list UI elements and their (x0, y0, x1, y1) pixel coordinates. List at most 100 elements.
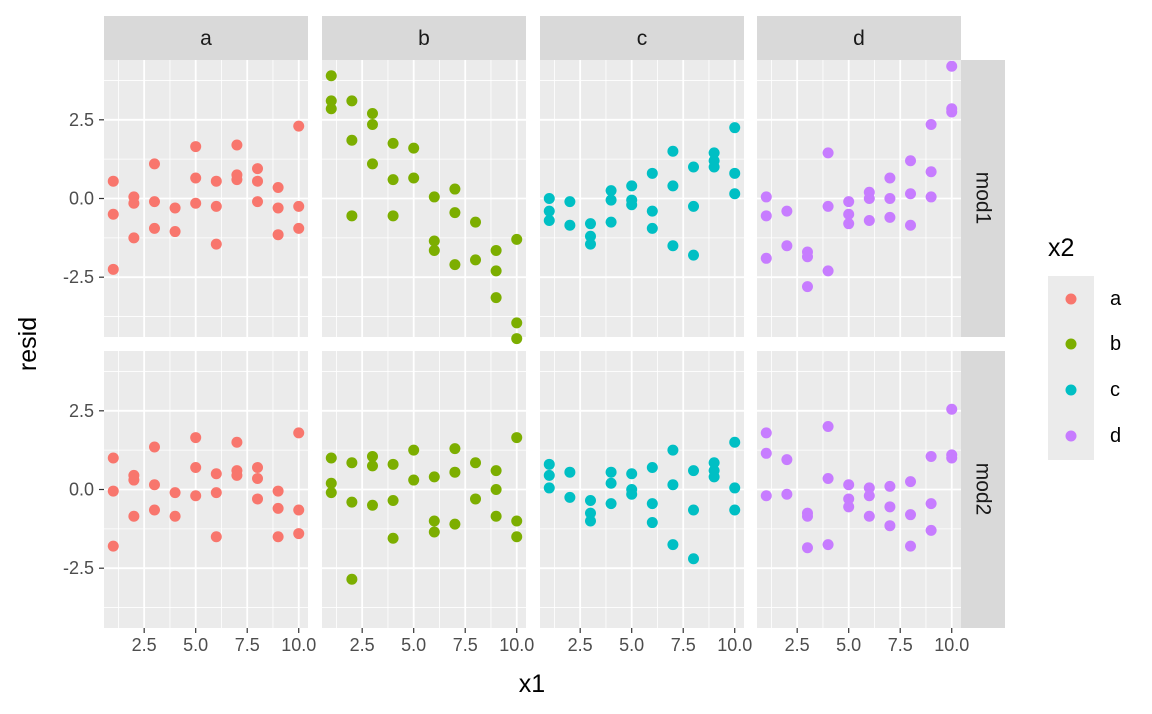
point-d (863, 490, 875, 502)
point-c (646, 205, 658, 217)
strip-col-a (104, 16, 308, 60)
point-a (272, 181, 284, 193)
point-d (781, 454, 793, 466)
point-b (346, 496, 358, 508)
y-tick-label: 2.5 (69, 401, 94, 421)
point-a (272, 531, 284, 543)
point-d (843, 493, 855, 505)
point-b (511, 333, 523, 345)
y-tick-label: 0.0 (69, 480, 94, 500)
point-b (511, 233, 523, 245)
point-a (190, 461, 202, 473)
point-c (646, 517, 658, 529)
panel-c-mod1 (540, 60, 744, 337)
point-b (408, 142, 420, 154)
point-d (925, 191, 937, 203)
y-tick-label: -2.5 (63, 267, 94, 287)
point-d (884, 501, 896, 513)
point-c (626, 199, 638, 211)
point-d (905, 155, 917, 167)
panel-c-mod2 (540, 351, 744, 628)
point-a (128, 510, 140, 522)
point-b (449, 466, 461, 478)
y-tick-label: 0.0 (69, 189, 94, 209)
strip-label-row-mod1: mod1 (972, 172, 995, 225)
point-b (408, 172, 420, 184)
point-b (346, 573, 358, 585)
point-c (708, 471, 720, 483)
legend-key-c (1065, 384, 1077, 396)
point-b (490, 265, 502, 277)
strip-label-col-a: a (200, 27, 212, 50)
point-b (325, 477, 337, 489)
point-c (646, 222, 658, 234)
point-d (760, 210, 772, 222)
point-a (107, 452, 119, 464)
panel-a-mod1 (104, 60, 308, 337)
point-c (688, 200, 700, 212)
point-d (863, 215, 875, 227)
point-d (843, 479, 855, 491)
point-b (490, 292, 502, 304)
point-a (272, 202, 284, 214)
point-d (760, 191, 772, 203)
point-c (688, 249, 700, 261)
point-b (449, 207, 461, 219)
row-strips: mod1 mod2 (961, 60, 1005, 628)
x-tick-label: 7.5 (453, 635, 478, 655)
point-d (863, 482, 875, 494)
point-d (781, 205, 793, 217)
point-b (325, 452, 337, 464)
point-d (781, 240, 793, 252)
point-c (688, 161, 700, 173)
legend-label-d: d (1110, 425, 1121, 447)
point-a (169, 487, 181, 499)
point-c (667, 180, 679, 192)
point-c (729, 436, 741, 448)
point-d (822, 472, 834, 484)
strip-col-c (540, 16, 744, 60)
point-d (905, 188, 917, 200)
point-c (543, 193, 555, 204)
strip-label-row-mod2: mod2 (972, 463, 995, 516)
point-a (272, 502, 284, 514)
point-b (470, 254, 482, 266)
legend-label-a: a (1110, 288, 1122, 310)
x-tick-label: 10.0 (717, 635, 752, 655)
point-d (925, 524, 937, 536)
point-c (708, 457, 720, 469)
point-a (210, 200, 222, 212)
point-b (346, 95, 358, 107)
point-c (729, 167, 741, 179)
point-b (428, 515, 440, 527)
point-a (190, 197, 202, 209)
strip-label-col-b: b (418, 27, 430, 50)
point-c (605, 498, 617, 510)
point-c (667, 539, 679, 551)
point-a (252, 493, 264, 505)
point-b (470, 216, 482, 228)
panel-d-mod1 (757, 60, 961, 337)
point-a (190, 172, 202, 184)
point-b (387, 495, 399, 507)
x-tick-label: 2.5 (785, 635, 810, 655)
point-b (387, 458, 399, 470)
point-c (543, 458, 555, 470)
point-d (801, 510, 813, 522)
point-c (688, 553, 700, 565)
point-b (408, 474, 420, 486)
point-b (346, 457, 358, 469)
point-a (252, 175, 264, 187)
legend-key-b (1065, 338, 1077, 350)
point-c (584, 495, 596, 507)
point-a (169, 202, 181, 214)
x-tick-label: 5.0 (836, 635, 861, 655)
point-c (688, 504, 700, 516)
point-c (729, 482, 741, 494)
point-b (490, 510, 502, 522)
point-b (366, 450, 378, 462)
point-a (231, 436, 243, 448)
point-a (252, 163, 264, 175)
y-axis: -2.5 0.0 2.5 -2.5 0.0 2.5 (63, 110, 104, 578)
point-a (148, 158, 160, 170)
